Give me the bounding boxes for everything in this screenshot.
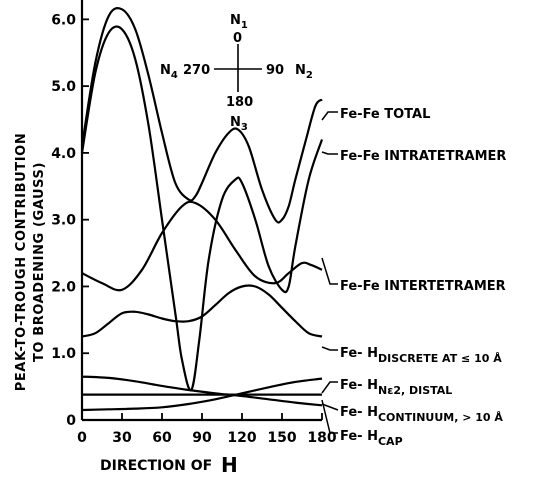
series-line-fe-h-discrete [81,284,323,338]
series-label-fe-h-continuum: Fe- HCONTINUUM, > 10 Å [340,405,503,424]
x-tick-label: 90 [192,430,212,446]
y-tick-label: 3.0 [51,213,76,229]
compass-top-angle: 0 [233,31,242,46]
x-axis-label-text: DIRECTION OF [100,458,212,474]
compass-right-angle: 90 [266,63,284,78]
series-line-fe-h-ne2-distal [81,375,323,407]
series-line-fe-fe-intertetramer [81,200,323,292]
series-leader-fe-h-discrete [321,346,338,351]
compass-left-angle: 270 [183,63,210,78]
series-label-fe-h-ne2-distal: Fe- HNε2, DISTAL [340,378,452,397]
series-leader-fe-fe-total [321,111,338,121]
compass-n2: N2 [295,63,313,81]
y-tick-label: 1.0 [51,346,76,362]
y-axis-label-line1: PEAK-TO-TROUGH CONTRIBUTION [14,133,29,392]
y-tick-label: 0 [66,413,76,429]
y-tick-label: 6.0 [51,12,76,28]
compass-n3: N3 [230,115,248,133]
compass-n4: N4 [160,63,178,81]
x-tick-label: 180 [307,430,336,446]
y-tick-label: 4.0 [51,146,76,162]
x-tick-label: 60 [152,430,172,446]
x-tick-label: 0 [77,430,87,446]
series-leader-fe-h-cap [321,399,338,434]
series-line-fe-h-cap [81,377,323,412]
orientation-compass: N1 0 270 N4 90 N2 180 N3 [160,13,313,133]
series-line-fe-fe-total [80,7,323,224]
x-tick-label: 150 [267,430,296,446]
series-leader-fe-h-ne2-distal [321,381,338,394]
series-leader-fe-fe-intertetramer [321,257,338,285]
x-tick-label: 120 [227,430,256,446]
series-curves [80,7,324,412]
series-label-fe-fe-total: Fe-Fe TOTAL [340,107,430,122]
y-tick-label: 2.0 [51,279,76,295]
y-tick-label: 5.0 [51,79,76,95]
x-axis-label-symbol: H [221,453,238,477]
series-label-fe-fe-intratetramer: Fe-Fe INTRATETRAMER [340,149,506,164]
series-labels: Fe-Fe TOTAL Fe-Fe INTRATETRAMER Fe-Fe INTE… [321,107,506,448]
x-tick-label: 30 [112,430,132,446]
compass-n1: N1 [230,13,248,31]
x-ticks: 0 30 60 90 120 150 180 [77,413,337,446]
series-line-fe-fe-intratetramer [80,25,324,392]
series-leader-fe-h-continuum [321,403,339,411]
x-axis-label: DIRECTION OF H [100,453,238,477]
y-axis-label: PEAK-TO-TROUGH CONTRIBUTION TO BROADENIN… [14,133,47,392]
y-ticks: 0 1.0 2.0 3.0 4.0 5.0 6.0 [51,12,89,429]
series-label-fe-h-discrete: Fe- HDISCRETE AT ≤ 10 Å [340,346,502,365]
series-label-fe-h-cap: Fe- HCAP [340,429,403,448]
series-leader-fe-fe-intratetramer [321,151,338,155]
y-axis-label-line2: TO BROADENING (GAUSS) [32,162,47,362]
series-label-fe-fe-intertetramer: Fe-Fe INTERTETRAMER [340,279,506,294]
compass-bottom-angle: 180 [226,95,253,110]
